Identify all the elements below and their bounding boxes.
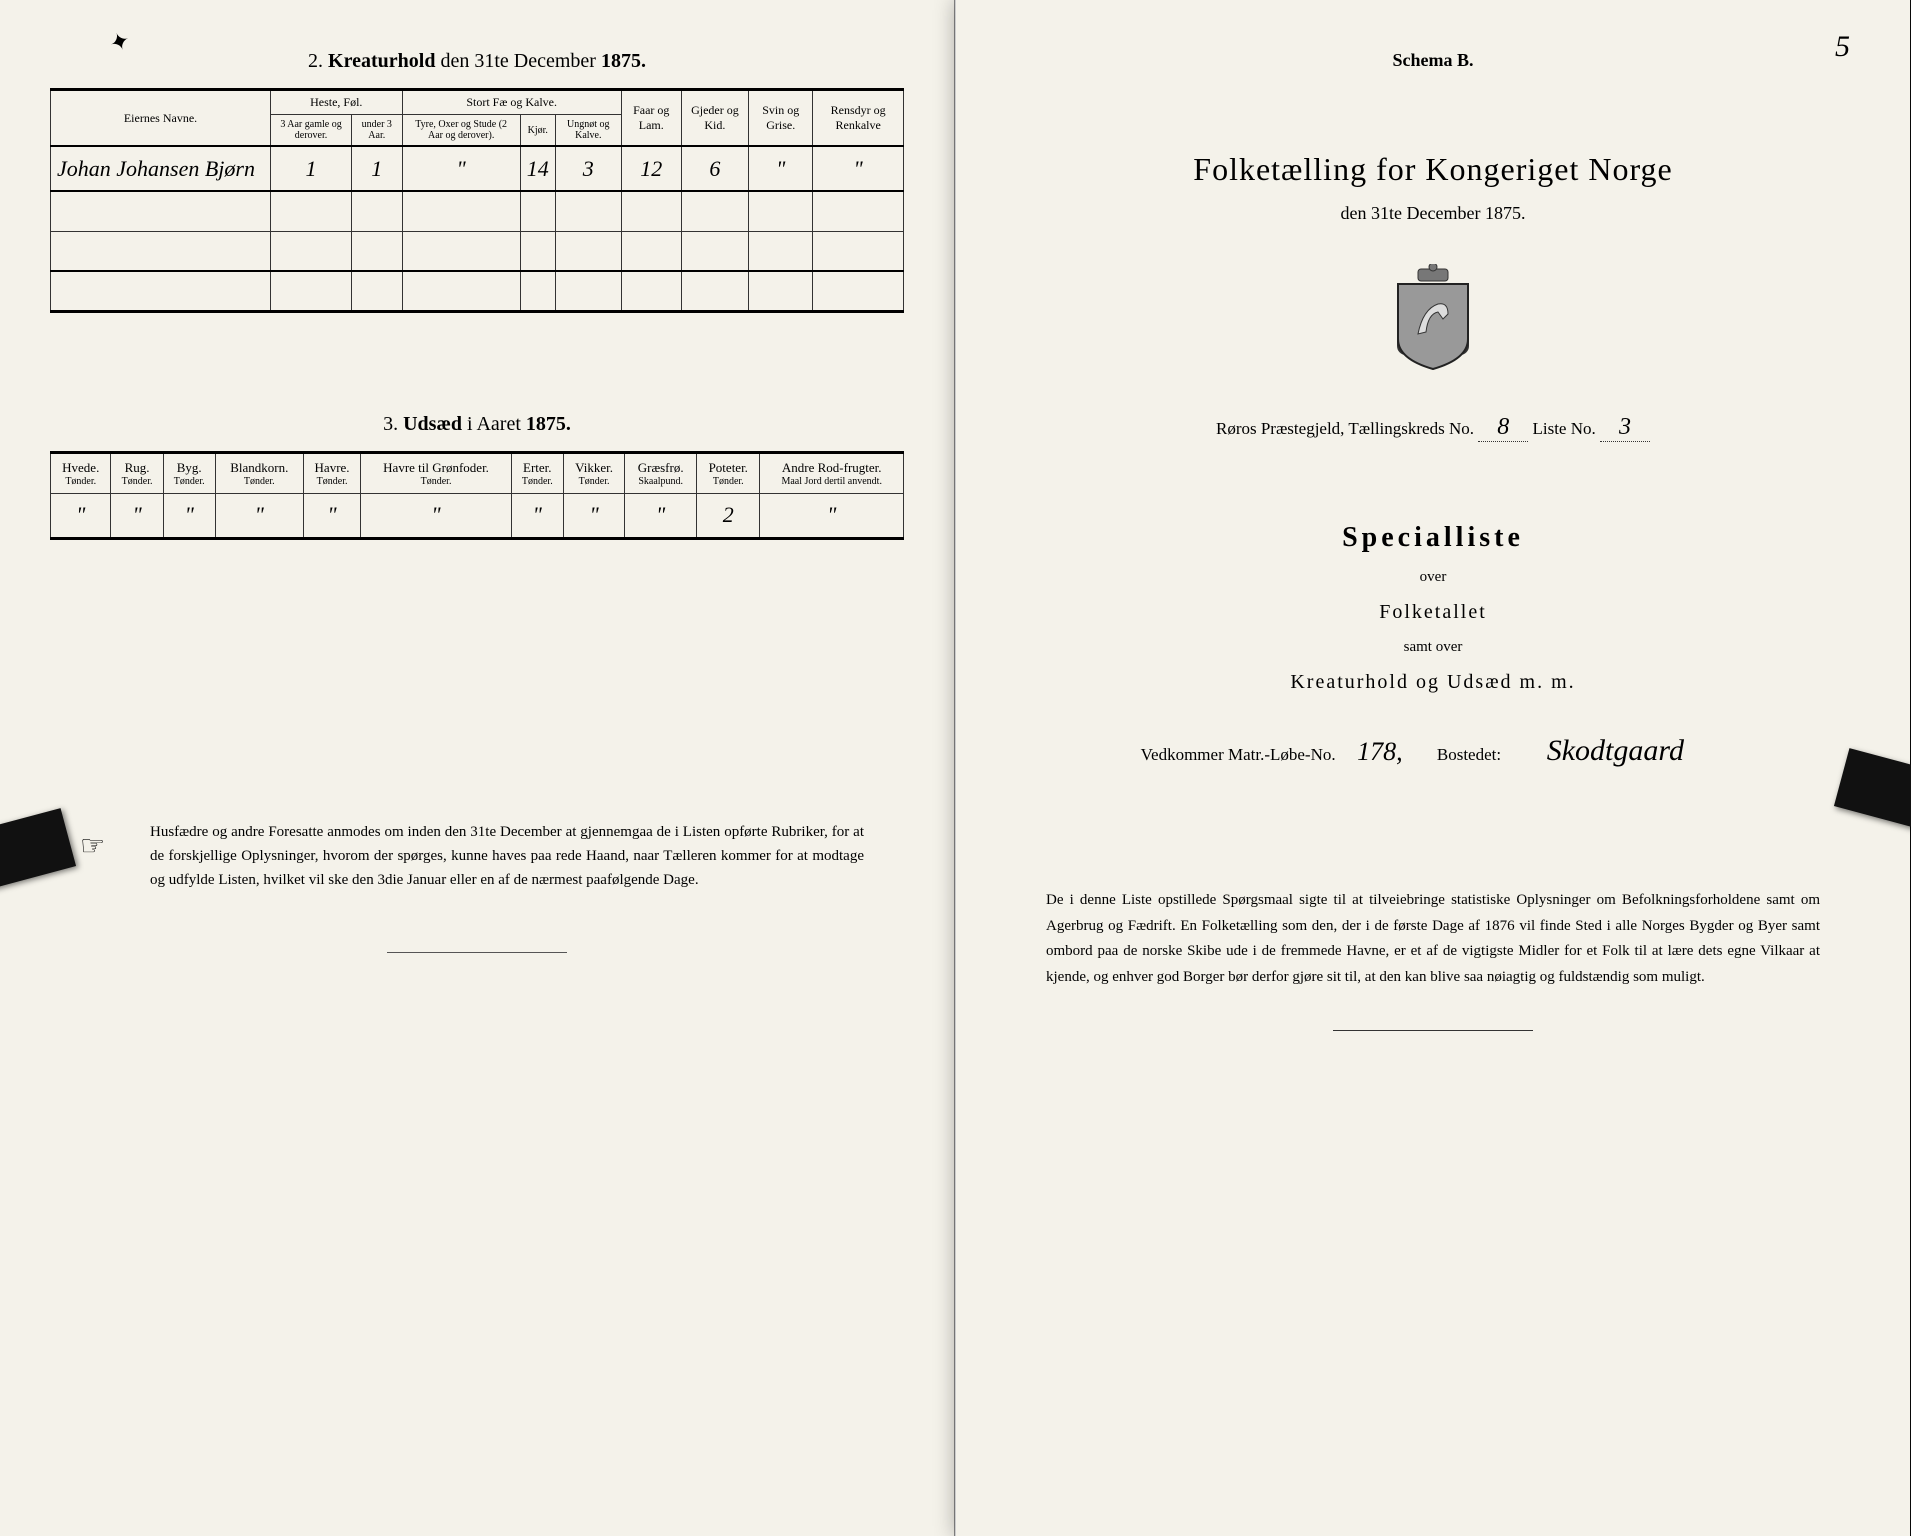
col-h1: 3 Aar gamle og derover. [271,115,352,147]
section3-title: 3. Udsæd i Aaret 1875. [50,413,904,436]
sec2-bold: Kreaturhold [328,50,435,72]
cell-c1: " [402,146,520,191]
kretur-line: Kreaturhold og Udsæd m. m. [1006,671,1860,694]
table-row [51,231,904,271]
bostedet-label: Bostedet: [1437,745,1501,764]
cell-goat: 6 [681,146,748,191]
sec3-year: 1875. [526,413,571,435]
coat-of-arms-icon [1388,264,1478,374]
seed-col: Poteter.Tønder. [697,452,760,493]
seed-cell: " [111,493,163,538]
seed-table: Hvede.Tønder.Rug.Tønder.Byg.Tønder.Bland… [50,451,904,540]
seed-col: Rug.Tønder. [111,452,163,493]
rule-line [387,952,567,953]
matr-line: Vedkommer Matr.-Løbe-No. 178, Bostedet: … [1006,734,1860,768]
col-pig: Svin og Grise. [749,90,813,147]
matr-no: 178, [1340,737,1420,767]
seed-cell: " [760,493,904,538]
cell-c3: 3 [555,146,621,191]
sec2-suffix: den 31te December [440,50,595,72]
cell-ren: " [813,146,904,191]
book-spread: ✦ 2. Kreaturhold den 31te December 1875.… [0,0,1911,1536]
col-owner: Eiernes Navne. [51,90,271,147]
matr-label: Vedkommer Matr.-Løbe-No. [1141,745,1336,764]
sec3-bold: Udsæd [403,413,462,435]
sec3-suffix: i Aaret [467,413,521,435]
folketallet: Folketallet [1006,601,1860,624]
seed-col: Havre.Tønder. [303,452,361,493]
seed-col: Byg.Tønder. [163,452,215,493]
seed-cell: " [511,493,563,538]
sec2-year: 1875. [601,50,646,72]
col-sheep: Faar og Lam. [621,90,681,147]
cell-c2: 14 [520,146,555,191]
seed-cell: " [303,493,361,538]
seed-cell: " [625,493,697,538]
col-ren: Rensdyr og Renkalve [813,90,904,147]
liste-no: 3 [1600,414,1650,442]
left-footer: ☞ Husfædre og andre Foresatte anmodes om… [50,820,904,892]
sub-date: den 31te December 1875. [1006,203,1860,224]
cell-h1: 1 [271,146,352,191]
footer-text: Husfædre og andre Foresatte anmodes om i… [150,824,864,888]
page-number: 5 [1835,30,1850,64]
district-no: 8 [1478,414,1528,442]
grp-cattle: Stort Fæ og Kalve. [402,90,621,115]
special-title: Specialliste [1006,522,1860,554]
cell-sheep: 12 [621,146,681,191]
cell-pig: " [749,146,813,191]
right-footer: De i denne Liste opstillede Spørgsmaal s… [1006,888,1860,990]
col-c2: Kjør. [520,115,555,147]
cell-h2: 1 [352,146,402,191]
left-page: ✦ 2. Kreaturhold den 31te December 1875.… [0,0,955,1536]
table-row [51,271,904,311]
col-c1: Tyre, Oxer og Stude (2 Aar og derover). [402,115,520,147]
seed-col: Hvede.Tønder. [51,452,111,493]
seed-cell: " [215,493,303,538]
bostedet-value: Skodtgaard [1505,734,1725,768]
section2-title: 2. Kreaturhold den 31te December 1875. [50,50,904,73]
table-row: Johan Johansen Bjørn 1 1 " 14 3 12 6 " " [51,146,904,191]
district-prefix: Røros Præstegjeld, Tællingskreds No. [1216,419,1474,438]
seed-cell: " [563,493,624,538]
seed-cell: " [163,493,215,538]
sec2-prefix: 2. [308,50,323,72]
seed-col: Erter.Tønder. [511,452,563,493]
seed-cell: " [361,493,511,538]
right-page: 5 Schema B. Folketælling for Kongeriget … [955,0,1910,1536]
liste-label: Liste No. [1532,419,1595,438]
seed-cell: " [51,493,111,538]
over2: samt over [1006,639,1860,656]
over1: over [1006,569,1860,586]
seed-col: Græsfrø.Skaalpund. [625,452,697,493]
table-row [51,191,904,231]
seed-cell: 2 [697,493,760,538]
sec3-prefix: 3. [383,413,398,435]
livestock-table: Eiernes Navne. Heste, Føl. Stort Fæ og K… [50,88,904,313]
seed-col: Blandkorn.Tønder. [215,452,303,493]
grp-horses: Heste, Føl. [271,90,403,115]
pointer-icon: ☞ [80,825,105,870]
col-h2: under 3 Aar. [352,115,402,147]
clip-right [1834,748,1911,832]
schema-label: Schema B. [1006,50,1860,71]
district-line: Røros Præstegjeld, Tællingskreds No. 8 L… [1006,414,1860,442]
table-row: """""""""2" [51,493,904,538]
rule-line [1333,1030,1533,1031]
col-goat: Gjeder og Kid. [681,90,748,147]
col-c3: Ungnøt og Kalve. [555,115,621,147]
seed-col: Andre Rod-frugter.Maal Jord dertil anven… [760,452,904,493]
main-title: Folketælling for Kongeriget Norge [1006,151,1860,188]
seed-col: Vikker.Tønder. [563,452,624,493]
owner-name: Johan Johansen Bjørn [51,146,271,191]
seed-col: Havre til Grønfoder.Tønder. [361,452,511,493]
